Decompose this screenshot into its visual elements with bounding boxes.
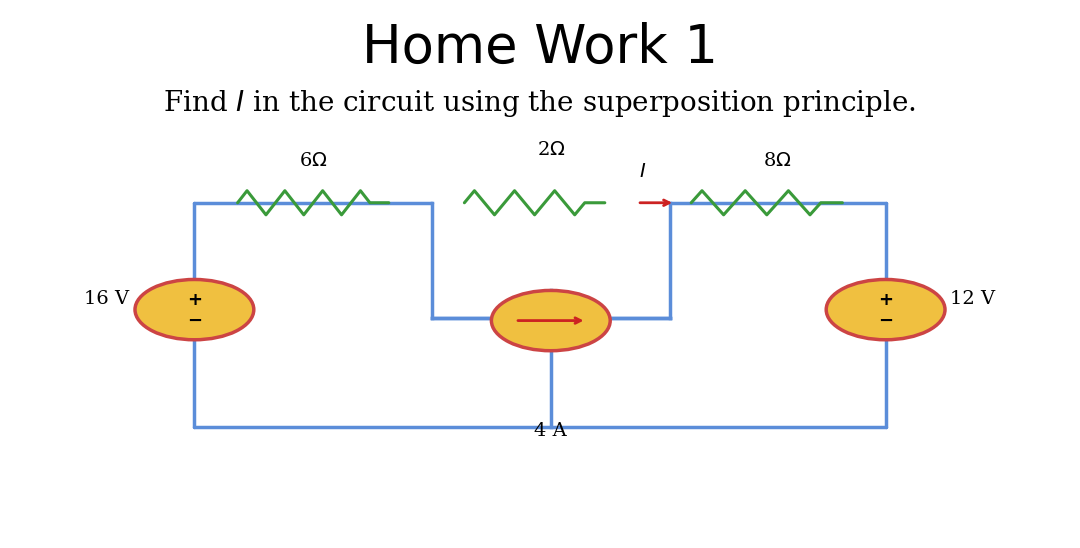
Text: Home Work 1: Home Work 1	[362, 22, 718, 74]
Text: 4 A: 4 A	[535, 422, 567, 440]
Text: +: +	[878, 291, 893, 309]
Text: 12 V: 12 V	[950, 290, 996, 307]
Text: 2$\Omega$: 2$\Omega$	[537, 141, 565, 159]
Text: −: −	[878, 312, 893, 329]
Text: Find $I$ in the circuit using the superposition principle.: Find $I$ in the circuit using the superp…	[163, 88, 917, 119]
Text: +: +	[187, 291, 202, 309]
Text: 16 V: 16 V	[84, 290, 130, 307]
Text: −: −	[187, 312, 202, 329]
Text: 8$\Omega$: 8$\Omega$	[764, 152, 792, 170]
Circle shape	[491, 290, 610, 351]
Circle shape	[826, 279, 945, 340]
Text: $I$: $I$	[639, 162, 646, 181]
Text: 6$\Omega$: 6$\Omega$	[299, 152, 327, 170]
Circle shape	[135, 279, 254, 340]
